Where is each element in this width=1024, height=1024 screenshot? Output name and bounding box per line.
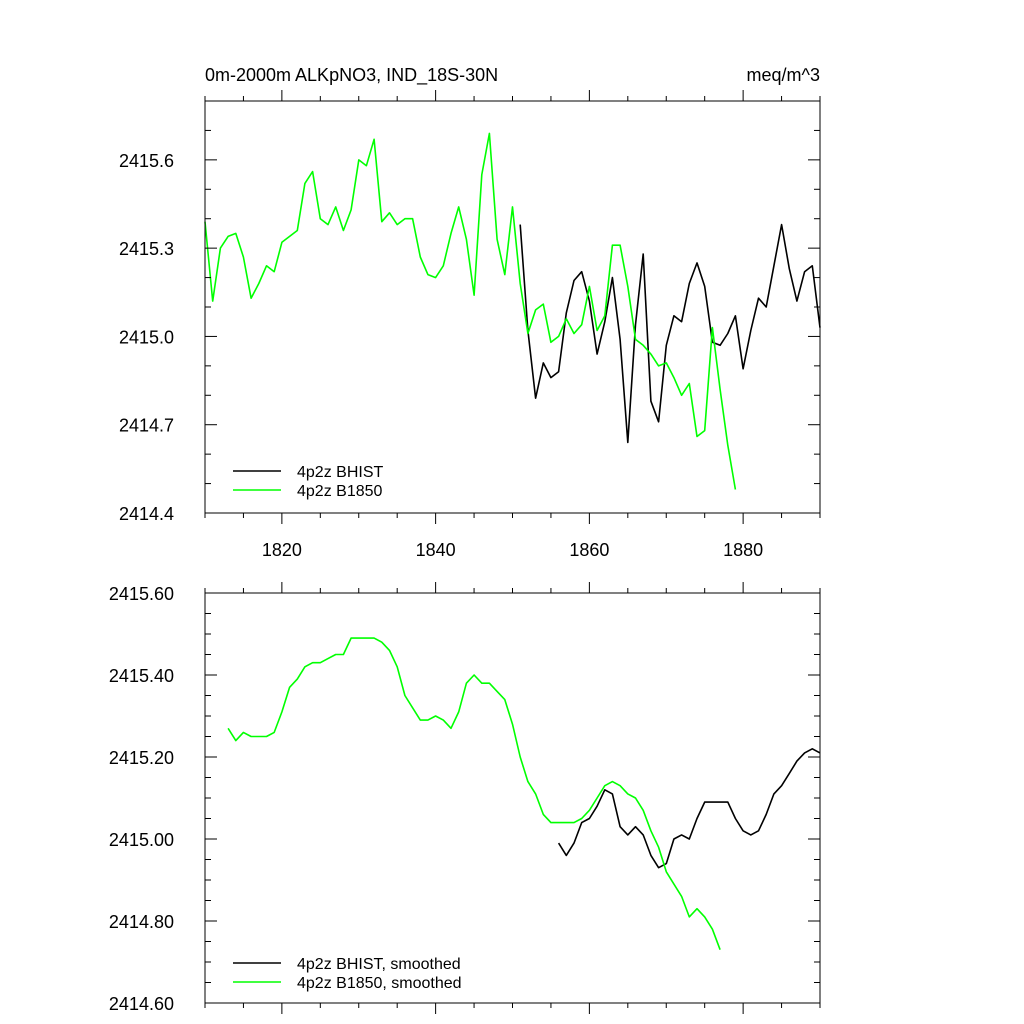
series-line-b1850	[227, 637, 721, 950]
top-axes: 1820 1840 1860 1880 2414.4 2414.7 2415.0 2415.3…	[119, 90, 821, 560]
plot-frame	[204, 592, 821, 1004]
chart-title: 0m-2000m ALKpNO3, IND_18S-30N	[205, 65, 498, 86]
y-tick-label: 2414.60	[109, 994, 174, 1014]
x-tick-label: 1840	[416, 540, 456, 560]
bottom-legend: 4p2z BHIST, smoothed 4p2z B1850, smoothe…	[233, 956, 462, 992]
y-tick-label: 2415.6	[119, 151, 174, 171]
legend-label-b1850: 4p2z B1850	[297, 483, 383, 500]
x-tick-label: 1820	[262, 540, 302, 560]
top-series-lines	[204, 132, 821, 490]
legend-label-bhist-smoothed: 4p2z BHIST, smoothed	[297, 956, 461, 973]
top-legend: 4p2z BHIST 4p2z B1850	[233, 464, 383, 500]
bottom-series-lines	[227, 637, 821, 950]
x-tick-label: 1880	[723, 540, 763, 560]
bottom-axes: 2414.60 2414.80 2415.00 2415.20 2415.40 2415.…	[109, 582, 821, 1014]
y-tick-label: 2415.00	[109, 830, 174, 850]
plot-frame	[204, 100, 821, 514]
bottom-plot-panel: 2414.60 2414.80 2415.00 2415.20 2415.40 2415.…	[109, 582, 821, 1014]
y-tick-label: 2414.7	[119, 416, 174, 436]
legend-label-b1850-smoothed: 4p2z B1850, smoothed	[297, 975, 462, 992]
legend-label-bhist: 4p2z BHIST	[297, 464, 383, 481]
y-tick-label: 2415.60	[109, 584, 174, 604]
y-tick-label: 2415.20	[109, 748, 174, 768]
y-tick-label: 2415.40	[109, 666, 174, 686]
top-plot-panel: 0m-2000m ALKpNO3, IND_18S-30N meq/m^3 18…	[119, 65, 821, 560]
series-line-bhist	[557, 747, 821, 869]
chart-units: meq/m^3	[747, 65, 820, 85]
x-tick-label: 1860	[569, 540, 609, 560]
y-tick-label: 2415.0	[119, 327, 174, 347]
y-tick-label: 2414.4	[119, 504, 174, 524]
series-line-b1850	[204, 132, 737, 490]
y-tick-label: 2414.80	[109, 912, 174, 932]
y-tick-label: 2415.3	[119, 239, 174, 259]
series-line-bhist	[519, 223, 821, 444]
